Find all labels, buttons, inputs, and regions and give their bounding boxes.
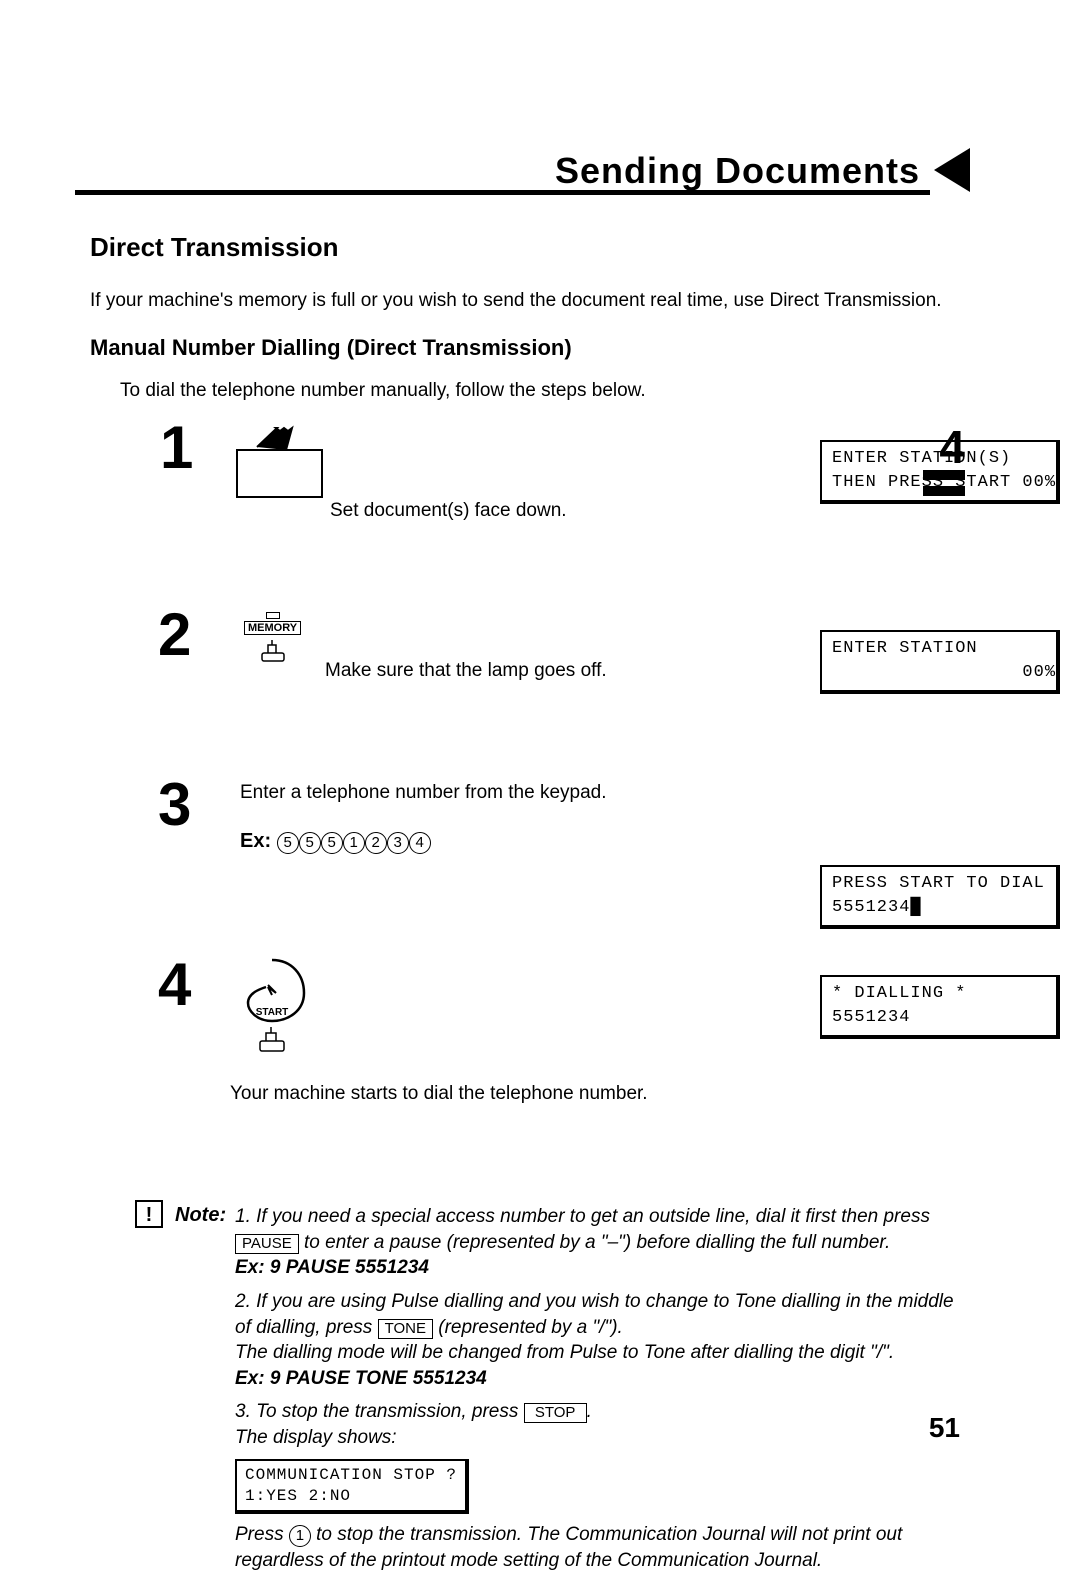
intro-text: If your machine's memory is full or you … xyxy=(90,290,942,312)
header-title: Sending Documents xyxy=(555,150,920,192)
step3-text: Enter a telephone number from the keypad… xyxy=(240,782,607,804)
header-arrow-icon xyxy=(934,148,970,192)
note3-d-a: Press xyxy=(235,1524,289,1545)
step3-example: Ex: 5551234 xyxy=(240,830,431,854)
memory-label: MEMORY xyxy=(244,621,301,635)
step4-lcd: * DIALLING * 5551234 xyxy=(820,975,1060,1039)
note1-a: 1. If you need a special access number t… xyxy=(235,1206,930,1227)
key-icon: 4 xyxy=(409,832,431,854)
note2-example: Ex: 9 PAUSE TONE 5551234 xyxy=(235,1368,487,1389)
svg-text:START: START xyxy=(256,1007,289,1018)
key-icon: 5 xyxy=(321,832,343,854)
key-icon: 5 xyxy=(277,832,299,854)
key-1-icon: 1 xyxy=(289,1525,311,1547)
key-icon: 1 xyxy=(343,832,365,854)
section-title: Direct Transmission xyxy=(90,232,339,263)
step2-text: Make sure that the lamp goes off. xyxy=(325,660,607,682)
note3-b: . xyxy=(587,1401,592,1422)
tone-key-icon: TONE xyxy=(378,1319,433,1339)
page-number: 51 xyxy=(929,1412,960,1444)
subsection-title: Manual Number Dialling (Direct Transmiss… xyxy=(90,335,572,361)
step1-number: 1 xyxy=(160,418,193,478)
note1-example: Ex: 9 PAUSE 5551234 xyxy=(235,1257,429,1278)
header-rule xyxy=(75,190,930,195)
key-icon: 2 xyxy=(365,832,387,854)
step2-lcd: ENTER STATION 00% xyxy=(820,630,1060,694)
stop-key-icon: STOP xyxy=(524,1403,587,1423)
note3-d-b: to stop the transmission. The Communicat… xyxy=(235,1524,902,1571)
key-icon: 3 xyxy=(387,832,409,854)
ex-label: Ex: xyxy=(240,830,271,852)
key-icon: 5 xyxy=(299,832,321,854)
note3-lcd: COMMUNICATION STOP ? 1:YES 2:NO xyxy=(235,1459,469,1515)
memory-button-icon: MEMORY xyxy=(244,612,301,666)
start-button-icon: START xyxy=(232,955,312,1070)
step1-text: Set document(s) face down. xyxy=(330,500,567,522)
note-body: 1. If you need a special access number t… xyxy=(235,1204,960,1582)
step4-text: Your machine starts to dial the telephon… xyxy=(230,1083,648,1105)
step2-number: 2 xyxy=(158,605,191,665)
step3-lcd: PRESS START TO DIAL 5551234█ xyxy=(820,865,1060,929)
note-label: Note: xyxy=(175,1204,226,1227)
note3-a: 3. To stop the transmission, press xyxy=(235,1401,524,1422)
note1-b: to enter a pause (represented by a "–") … xyxy=(299,1232,891,1253)
note3-c: The display shows: xyxy=(235,1427,397,1448)
step4-number: 4 xyxy=(158,955,191,1015)
note-icon: ! xyxy=(135,1200,163,1228)
sub-intro: To dial the telephone number manually, f… xyxy=(120,380,646,402)
document-tray-icon xyxy=(232,425,327,515)
note2-c: The dialling mode will be changed from P… xyxy=(235,1342,894,1363)
pause-key-icon: PAUSE xyxy=(235,1234,299,1254)
step3-number: 3 xyxy=(158,775,191,835)
note2-b: (represented by a "/"). xyxy=(433,1317,623,1338)
step1-lcd: ENTER STATION(S) THEN PRESS START 00% xyxy=(820,440,1060,504)
